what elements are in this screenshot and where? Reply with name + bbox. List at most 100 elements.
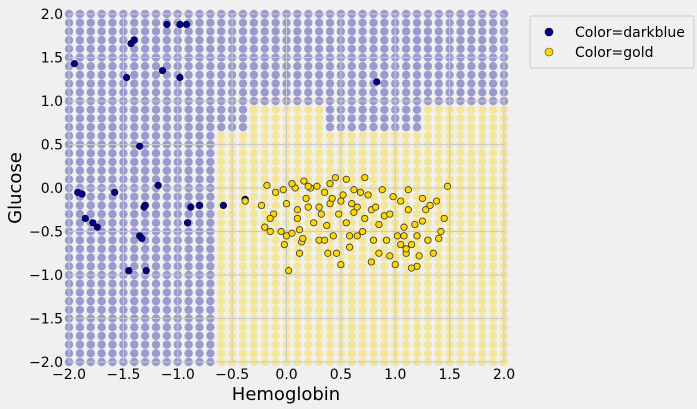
grid-dot-darkblue xyxy=(195,236,204,245)
grid-dot-darkblue xyxy=(108,288,117,297)
grid-dot-gold xyxy=(434,331,443,341)
grid-dot-darkblue xyxy=(86,305,95,314)
grid-dot-gold xyxy=(423,175,433,184)
grid-dot-darkblue xyxy=(195,305,204,314)
grid-dot-darkblue xyxy=(325,44,335,53)
grid-dot-gold xyxy=(358,262,367,271)
point-gold xyxy=(361,173,369,182)
grid-dot-darkblue xyxy=(162,27,172,36)
grid-dot-darkblue xyxy=(412,122,422,132)
grid-dot-darkblue xyxy=(217,44,226,53)
grid-dot-gold xyxy=(369,296,378,306)
grid-dot-darkblue xyxy=(412,44,422,53)
grid-dot-darkblue xyxy=(108,44,117,53)
grid-dot-gold xyxy=(456,201,465,210)
grid-dot-darkblue xyxy=(97,305,106,314)
grid-dot-darkblue xyxy=(206,157,215,167)
y-tick-label: 2.0 xyxy=(41,7,63,23)
point-darkblue xyxy=(138,234,146,243)
grid-dot-gold xyxy=(238,331,248,341)
grid-dot-gold xyxy=(304,323,313,332)
grid-dot-darkblue xyxy=(401,105,411,114)
grid-dot-darkblue xyxy=(195,88,204,97)
grid-dot-darkblue xyxy=(86,288,95,297)
grid-dot-gold xyxy=(478,279,487,288)
point-gold xyxy=(361,214,369,223)
grid-dot-darkblue xyxy=(423,79,433,88)
grid-dot-darkblue xyxy=(130,209,139,219)
grid-dot-gold xyxy=(304,114,313,123)
grid-dot-darkblue xyxy=(184,340,193,349)
grid-dot-gold xyxy=(293,279,302,288)
x-tick-label: −1.5 xyxy=(106,367,140,383)
grid-dot-gold xyxy=(488,236,498,245)
grid-dot-darkblue xyxy=(75,209,85,219)
grid-dot-darkblue xyxy=(423,18,433,27)
grid-dot-darkblue xyxy=(380,44,389,53)
grid-dot-darkblue xyxy=(86,105,95,114)
grid-dot-darkblue xyxy=(162,157,172,167)
legend: Color=darkblue Color=gold xyxy=(529,15,695,69)
grid-dot-darkblue xyxy=(249,35,259,45)
grid-dot-gold xyxy=(478,122,487,132)
grid-dot-darkblue xyxy=(86,244,95,254)
grid-dot-gold xyxy=(456,349,465,358)
grid-dot-gold xyxy=(217,149,226,158)
grid-dot-darkblue xyxy=(467,27,476,36)
grid-dot-darkblue xyxy=(206,331,215,341)
grid-dot-gold xyxy=(456,166,465,175)
grid-dot-gold xyxy=(304,296,313,306)
grid-dot-darkblue xyxy=(358,27,367,36)
grid-dot-darkblue xyxy=(151,79,161,88)
grid-dot-darkblue xyxy=(423,35,433,45)
grid-dot-darkblue xyxy=(184,61,193,71)
point-gold xyxy=(342,219,350,227)
grid-dot-darkblue xyxy=(130,166,139,175)
x-tick-label: −0.5 xyxy=(215,367,249,383)
grid-dot-darkblue xyxy=(347,105,356,114)
point-gold xyxy=(359,227,367,236)
grid-dot-darkblue xyxy=(260,70,269,80)
grid-dot-darkblue xyxy=(184,131,193,140)
grid-dot-darkblue xyxy=(140,323,150,332)
grid-dot-gold xyxy=(434,175,443,184)
grid-dot-gold xyxy=(238,262,248,271)
grid-dot-darkblue xyxy=(206,131,215,140)
grid-dot-darkblue xyxy=(184,323,193,332)
grid-dot-darkblue xyxy=(488,88,498,97)
grid-dot-darkblue xyxy=(75,340,85,349)
grid-dot-gold xyxy=(423,296,433,306)
grid-dot-gold xyxy=(456,122,465,132)
grid-dot-darkblue xyxy=(75,157,85,167)
grid-dot-gold xyxy=(271,349,280,358)
grid-dot-gold xyxy=(467,218,476,227)
grid-dot-darkblue xyxy=(75,262,85,271)
grid-dot-darkblue xyxy=(195,105,204,114)
grid-dot-darkblue xyxy=(108,209,117,219)
grid-dot-darkblue xyxy=(195,218,204,227)
grid-dot-darkblue xyxy=(162,349,172,358)
grid-dot-darkblue xyxy=(140,349,150,358)
grid-dot-gold xyxy=(347,149,356,158)
grid-dot-gold xyxy=(478,305,487,314)
grid-dot-gold xyxy=(217,192,226,201)
y-axis-ticks: −2.0 −1.5 −1.0 −0.5 0.0 0.5 1.0 1.5 2.0 xyxy=(29,7,63,371)
grid-dot-darkblue xyxy=(369,35,378,45)
grid-dot-gold xyxy=(304,262,313,271)
grid-dot-darkblue xyxy=(162,79,172,88)
point-gold xyxy=(331,173,340,182)
grid-dot-darkblue xyxy=(108,349,117,358)
point-gold xyxy=(443,182,452,190)
grid-dot-gold xyxy=(467,262,476,271)
grid-dot-darkblue xyxy=(108,105,117,114)
grid-dot-darkblue xyxy=(195,279,204,288)
grid-dot-gold xyxy=(380,349,389,358)
grid-dot-darkblue xyxy=(380,79,389,88)
grid-dot-darkblue xyxy=(434,88,443,97)
grid-dot-gold xyxy=(412,279,422,288)
point-gold xyxy=(310,219,318,227)
grid-dot-darkblue xyxy=(401,88,411,97)
grid-dot-gold xyxy=(293,340,302,349)
grid-dot-darkblue xyxy=(151,166,161,175)
grid-dot-gold xyxy=(467,279,476,288)
